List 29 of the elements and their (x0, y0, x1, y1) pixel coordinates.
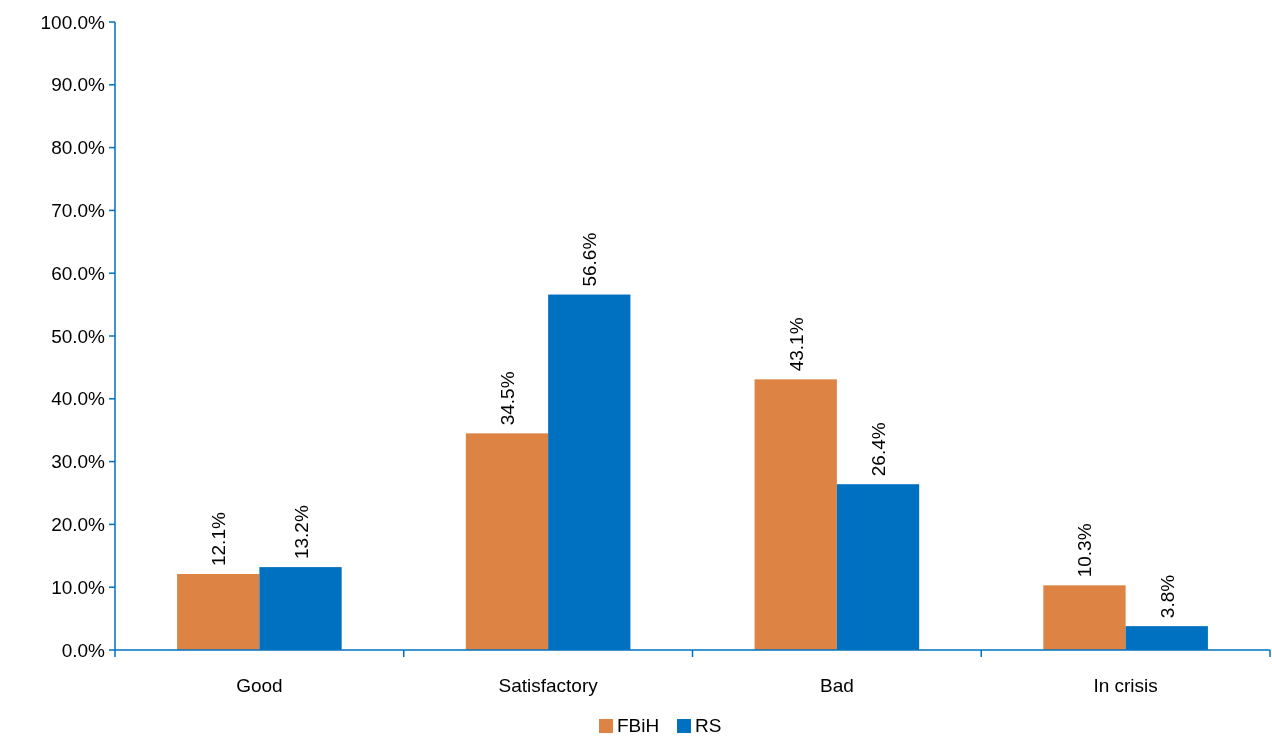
data-label: 3.8% (1156, 574, 1178, 619)
bar (465, 433, 549, 650)
y-tick-label: 30.0% (51, 451, 106, 473)
legend-label: FBiH (617, 715, 660, 736)
bar (1043, 585, 1126, 650)
x-tick-label: In crisis (1093, 675, 1158, 696)
y-tick-label: 50.0% (51, 325, 106, 347)
x-tick-label: Bad (819, 675, 854, 696)
data-label: 13.2% (290, 505, 312, 560)
y-tick-label: 0.0% (61, 639, 106, 661)
data-label: 26.4% (868, 422, 890, 477)
x-tick-label: Satisfactory (498, 675, 599, 696)
data-label: 10.3% (1074, 523, 1096, 578)
data-label: 43.1% (785, 317, 807, 372)
y-tick-label: 40.0% (51, 388, 106, 410)
y-tick-label: 80.0% (51, 137, 106, 159)
data-label: 12.1% (208, 512, 230, 567)
y-tick-label: 90.0% (51, 74, 106, 96)
y-tick-label: 60.0% (51, 262, 106, 284)
legend-label: RS (695, 715, 722, 736)
data-label: 34.5% (496, 371, 518, 426)
y-tick-label: 20.0% (51, 514, 106, 536)
bar (754, 379, 837, 650)
y-tick-label: 10.0% (51, 576, 106, 598)
bar (177, 574, 260, 650)
data-label: 56.6% (579, 232, 601, 287)
y-tick-label: 70.0% (51, 200, 106, 222)
x-tick-label: Good (236, 675, 283, 696)
y-tick-label: 100.0% (40, 11, 106, 33)
